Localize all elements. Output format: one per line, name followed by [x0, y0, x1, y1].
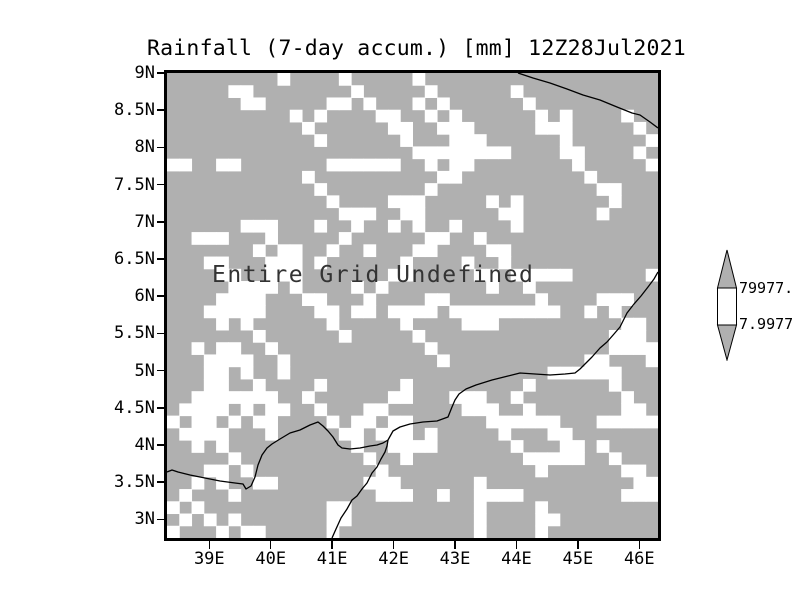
y-tick-mark: [157, 109, 164, 111]
x-tick-mark: [577, 541, 579, 549]
y-tick-label: 9N: [134, 63, 155, 83]
map-plot-area: Entire Grid Undefined: [164, 70, 661, 541]
y-tick-mark: [157, 183, 164, 186]
y-tick-label: 8N: [134, 137, 155, 158]
y-tick-mark: [157, 332, 164, 335]
x-tick-mark: [515, 541, 518, 549]
y-tick-mark: [157, 146, 164, 149]
x-tick-label: 42E: [378, 549, 409, 569]
x-tick-mark: [392, 541, 395, 549]
x-tick-label: 43E: [439, 549, 471, 569]
y-tick-label: 4N: [134, 435, 155, 455]
x-tick-mark: [331, 541, 333, 549]
x-tick-mark: [454, 541, 456, 549]
x-tick-mark: [208, 541, 211, 549]
coastline-path: [331, 439, 389, 538]
y-tick-label: 5.5N: [114, 323, 155, 344]
y-tick-mark: [157, 518, 164, 521]
colorbar-max-label: 79977.3: [739, 279, 792, 297]
x-tick-mark: [638, 541, 641, 549]
y-tick-label: 3.5N: [114, 472, 155, 493]
y-tick-mark: [157, 258, 164, 260]
x-tick-label: 39E: [193, 549, 225, 569]
y-tick-mark: [157, 369, 164, 372]
y-tick-label: 8.5N: [114, 100, 155, 121]
plot-title: Rainfall (7-day accum.) [mm] 12Z28Jul202…: [147, 36, 686, 61]
y-tick-label: 4.5N: [114, 397, 155, 418]
undefined-grid-speckles: [167, 73, 658, 538]
coastline-borders: [167, 73, 658, 538]
x-tick-label: 46E: [623, 549, 655, 569]
colorbar: 79977.3 7.99773: [712, 249, 792, 365]
y-tick-mark: [157, 407, 164, 409]
colorbar-arrow: [716, 249, 738, 362]
y-tick-label: 5N: [134, 360, 155, 381]
x-tick-label: 41E: [316, 549, 348, 569]
map-graphics: [167, 73, 658, 538]
colorbar-upper-triangle: [716, 249, 738, 289]
y-tick-label: 6N: [134, 286, 155, 307]
coastline-path: [387, 271, 658, 441]
coastline-path: [167, 421, 389, 490]
y-tick-mark: [157, 481, 164, 483]
entire-grid-undefined-label: Entire Grid Undefined: [212, 262, 535, 288]
x-tick-label: 40E: [255, 549, 287, 569]
y-tick-label: 7N: [134, 211, 155, 232]
colorbar-lower-triangle: [716, 324, 738, 362]
y-tick-label: 7.5N: [114, 174, 155, 195]
x-tick-label: 45E: [562, 549, 594, 569]
y-tick-label: 6.5N: [114, 249, 155, 269]
y-tick-mark: [157, 295, 164, 297]
x-tick-mark: [269, 541, 272, 549]
y-tick-label: 3N: [134, 509, 155, 530]
y-tick-mark: [157, 72, 164, 74]
y-tick-mark: [157, 444, 164, 446]
colorbar-min-label: 7.99773: [739, 315, 792, 333]
colorbar-white-box: [717, 287, 737, 326]
x-tick-label: 44E: [501, 549, 532, 569]
y-tick-mark: [157, 221, 164, 223]
coastline-path: [517, 73, 658, 129]
